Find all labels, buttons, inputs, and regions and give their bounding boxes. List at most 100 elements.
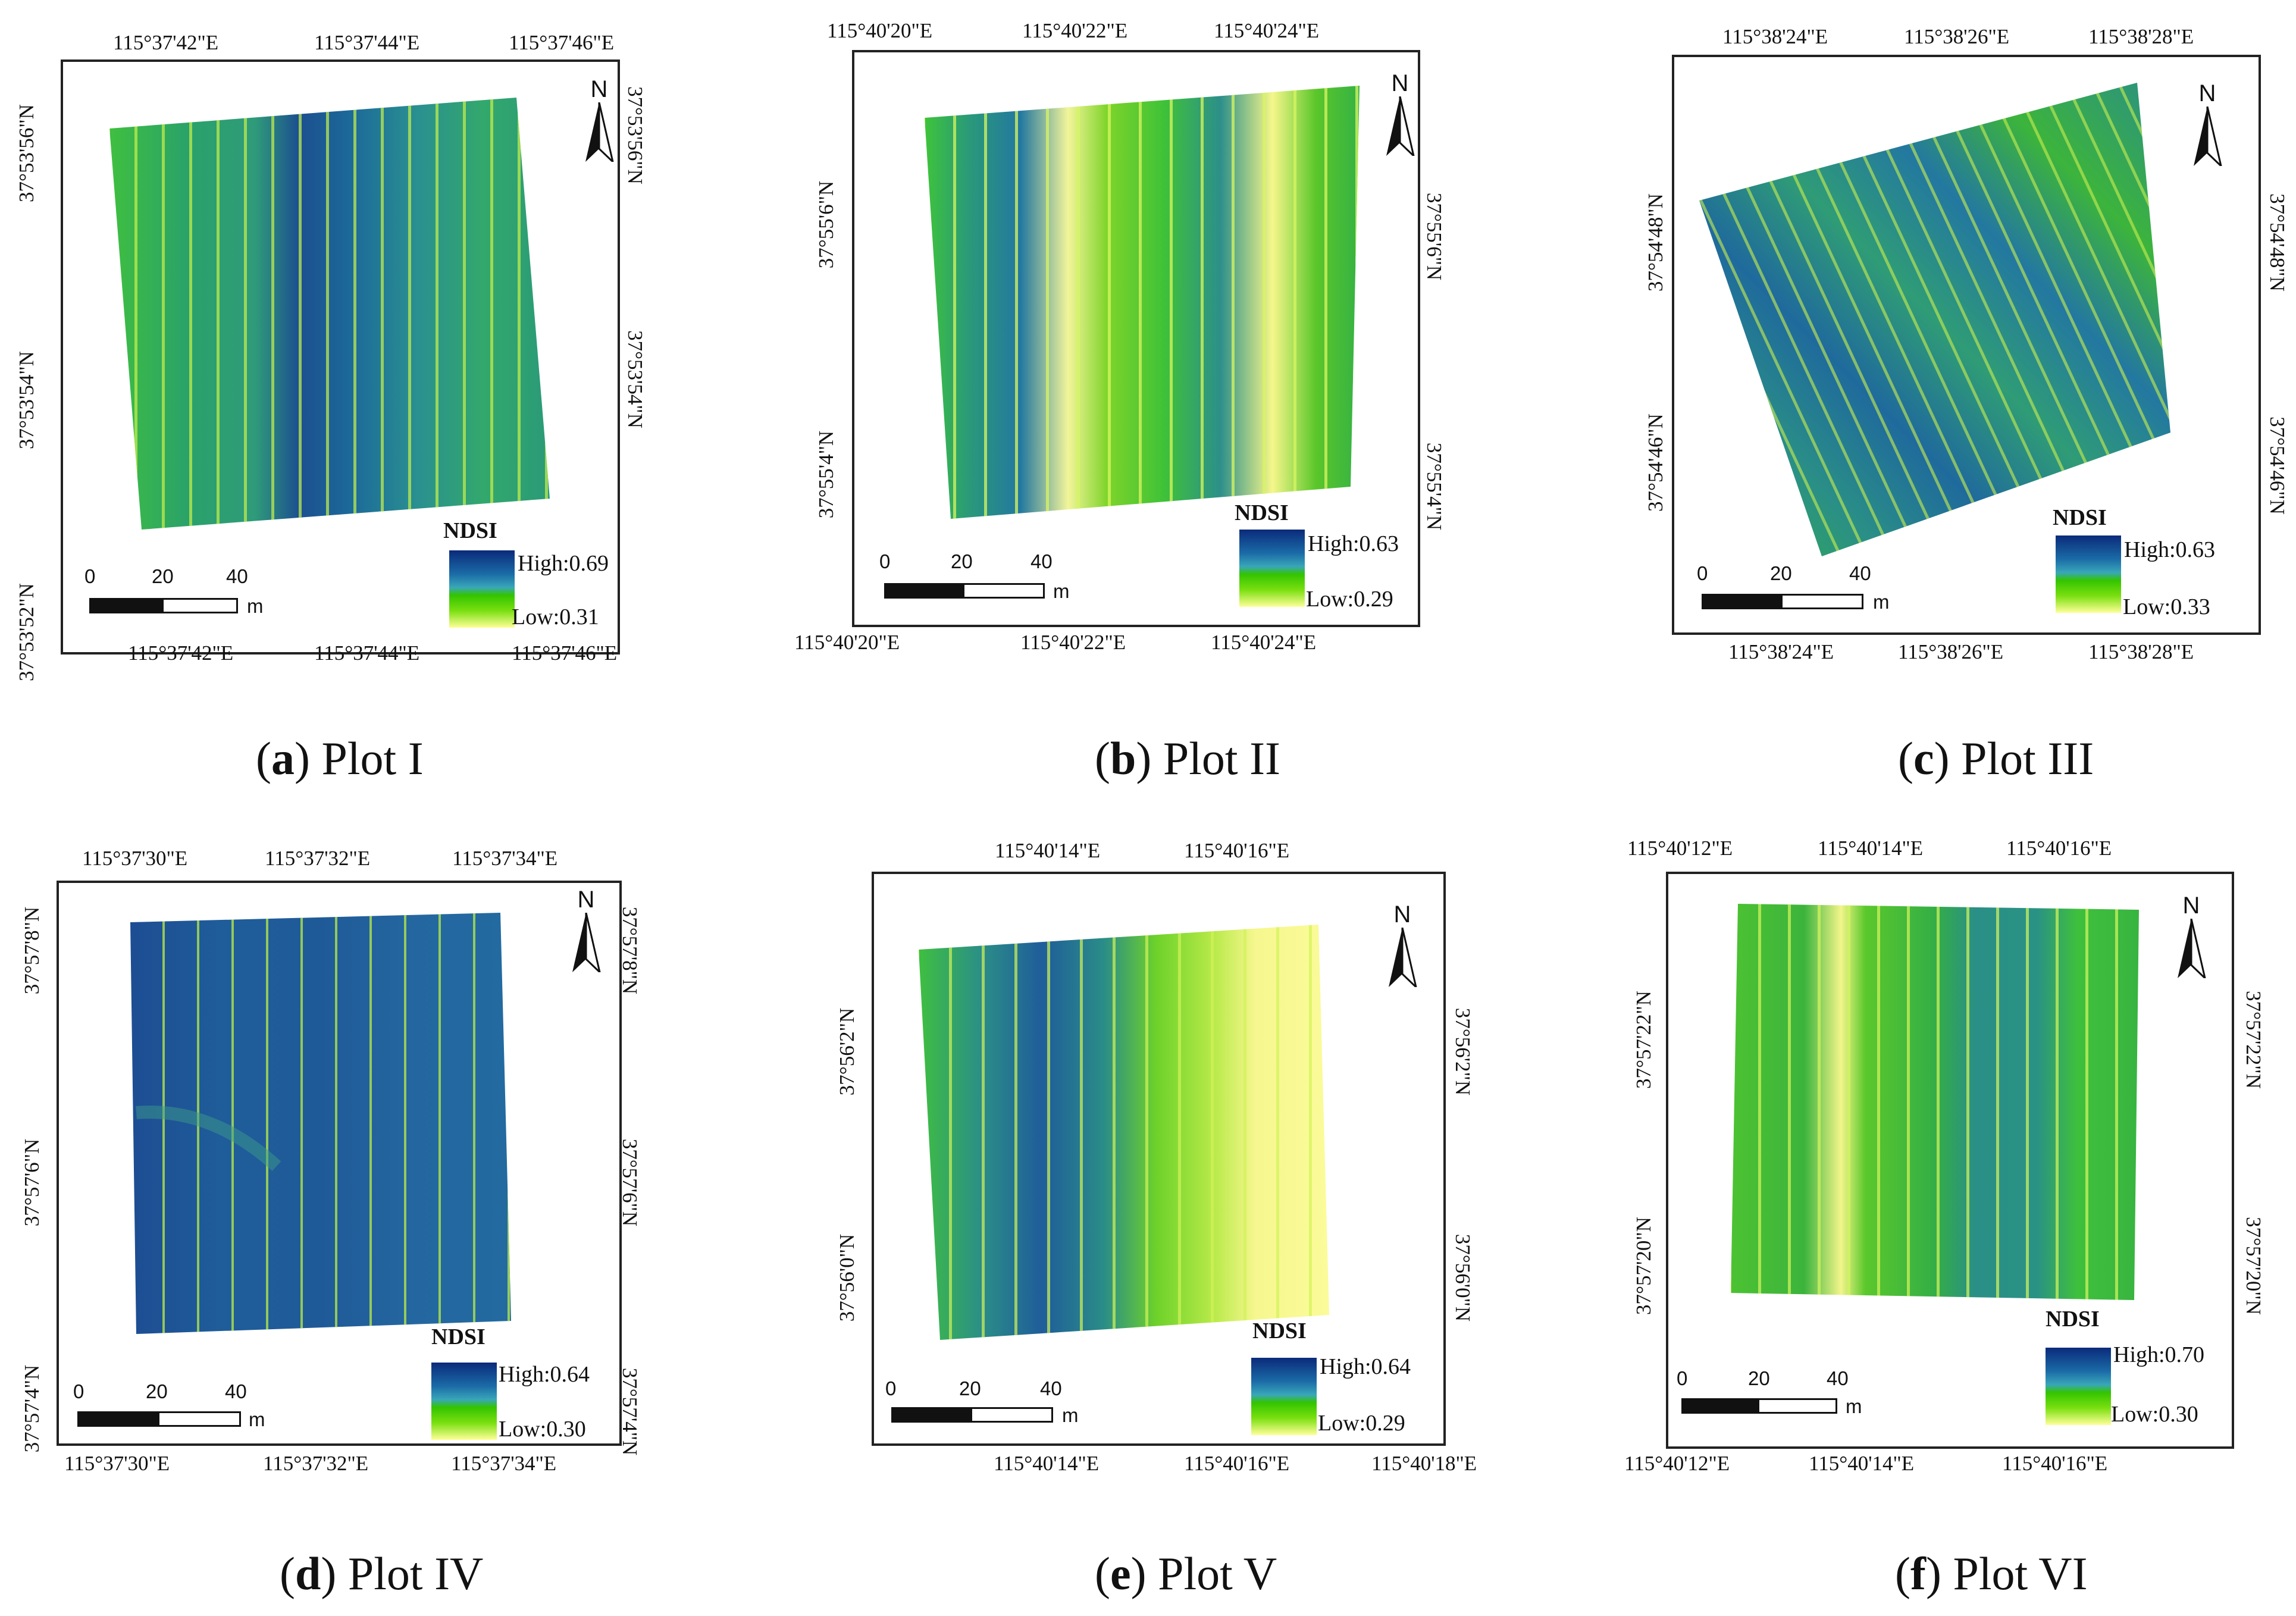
north-arrow-icon [1386,96,1415,156]
right-lat-tick: 37°53'56"N [623,86,647,184]
bottom-lon-tick: 115°37'34"E [451,1452,557,1475]
caption-letter: d [295,1548,321,1599]
bottom-lon-tick: 115°40'12"E [1624,1452,1730,1475]
bottom-lon-tick: 115°40'14"E [1809,1452,1915,1475]
north-label: N [2182,892,2200,919]
left-lat-tick: 37°54'48"N [1643,193,1667,292]
ndsi-color-ramp [1251,1358,1317,1435]
scale-tick: 20 [959,1377,981,1399]
right-lat-tick: 37°57'4"N [618,1367,642,1456]
right-lat-tick: 37°57'6"N [618,1138,642,1227]
caption-letter: e [1110,1548,1131,1599]
scale-unit: m [1062,1404,1079,1426]
ndsi-color-ramp [1239,530,1305,607]
legend-title: NDSI [443,518,497,543]
scale-tick: 20 [152,565,174,587]
ndsi-raster [1699,83,2170,556]
ndsi-raster [130,913,511,1334]
right-lat-tick: 37°57'22"N [2241,991,2265,1089]
caption-name: Plot I [321,732,424,784]
bottom-lon-tick: 115°40'16"E [1184,1452,1290,1475]
legend-title: NDSI [1252,1319,1307,1343]
caption-plot-iv: (d) Plot IV [280,1548,484,1599]
right-lat-tick: 37°53'54"N [623,330,647,428]
legend-title: NDSI [431,1324,485,1349]
caption-plot-v: (e) Plot V [1095,1548,1277,1599]
legend-low: Low:0.31 [512,605,599,630]
ndsi-raster [925,86,1360,519]
top-lon-tick: 115°40'16"E [1184,839,1290,862]
right-lat-tick: 37°56'0"N [1451,1233,1475,1322]
legend-low: Low:0.30 [2111,1402,2198,1427]
scale-tick: 20 [146,1380,168,1402]
bottom-lon-tick: 115°40'24"E [1211,631,1317,654]
left-lat-tick: 37°56'0"N [835,1233,859,1322]
top-lon-tick: 115°40'16"E [2006,837,2112,860]
north-arrow-icon [2194,107,2222,166]
scale-bar [891,1407,1053,1423]
top-lon-tick: 115°37'32"E [265,847,371,870]
left-lat-tick: 37°53'52"N [14,583,38,681]
caption-name: Plot III [1961,732,2094,784]
bottom-lon-tick: 115°38'26"E [1898,640,2004,663]
legend-high: High:0.64 [499,1362,590,1387]
left-lat-tick: 37°57'8"N [20,906,44,995]
ndsi-raster [1731,904,2139,1300]
top-lon-tick: 115°37'46"E [509,31,615,54]
top-lon-tick: 115°37'44"E [314,31,420,54]
caption-letter: c [1913,732,1934,784]
legend-high: High:0.64 [1320,1354,1411,1379]
north-label: N [577,887,595,913]
top-lon-tick: 115°37'30"E [82,847,188,870]
right-lat-tick: 37°54'48"N [2265,193,2289,292]
caption-letter: a [271,732,295,784]
right-lat-tick: 37°55'6"N [1423,192,1446,281]
north-arrow-icon [585,102,614,162]
top-lon-tick: 115°40'14"E [995,839,1101,862]
left-lat-tick: 37°53'54"N [14,351,38,449]
legend-high: High:0.69 [518,551,609,576]
top-lon-tick: 115°40'24"E [1214,19,1320,42]
scale-unit: m [1053,580,1070,602]
top-lon-tick: 115°40'12"E [1627,837,1733,860]
scale-tick: 40 [225,1380,247,1402]
legend-high: High:0.63 [1308,531,1399,556]
north-label: N [1393,901,1411,928]
north-label: N [590,76,608,102]
caption-plot-ii: (b) Plot II [1095,732,1281,784]
top-lon-tick: 115°38'26"E [1904,25,2010,48]
scale-tick: 20 [1770,562,1792,584]
scale-unit: m [247,595,264,617]
bottom-lon-tick: 115°40'16"E [2002,1452,2108,1475]
scale-tick: 20 [951,550,973,572]
bottom-lon-tick: 115°37'32"E [263,1452,369,1475]
legend-title: NDSI [1235,500,1289,525]
bottom-lon-tick: 115°37'46"E [512,641,618,665]
right-lat-tick: 37°57'20"N [2241,1217,2265,1315]
top-lon-tick: 115°38'28"E [2088,25,2194,48]
caption-letter: f [1910,1548,1926,1599]
caption-plot-vi: (f) Plot VI [1895,1548,2088,1599]
right-lat-tick: 37°54'46"N [2265,416,2289,515]
scale-tick: 0 [879,550,891,572]
caption-plot-i: (a) Plot I [256,732,424,784]
scale-bar [884,583,1045,599]
legend-high: High:0.70 [2113,1342,2205,1367]
scale-unit: m [1873,591,1890,613]
scale-unit: m [1846,1395,1862,1417]
left-lat-tick: 37°57'6"N [20,1138,44,1227]
left-lat-tick: 37°57'22"N [1631,991,1655,1089]
top-lon-tick: 115°40'14"E [1818,837,1924,860]
scale-tick: 40 [1827,1367,1849,1389]
caption-name: Plot VI [1953,1548,2088,1599]
bottom-lon-tick: 115°40'22"E [1020,631,1126,654]
left-lat-tick: 37°56'2"N [835,1007,859,1096]
scale-tick: 0 [73,1380,84,1402]
legend-low: Low:0.33 [2123,594,2210,619]
left-lat-tick: 37°55'6"N [815,180,838,269]
legend-high: High:0.63 [2124,537,2216,562]
bottom-lon-tick: 115°38'24"E [1728,640,1834,663]
top-lon-tick: 115°37'42"E [113,31,219,54]
bottom-lon-tick: 115°40'18"E [1371,1452,1477,1475]
north-arrow-icon [2178,919,2206,978]
